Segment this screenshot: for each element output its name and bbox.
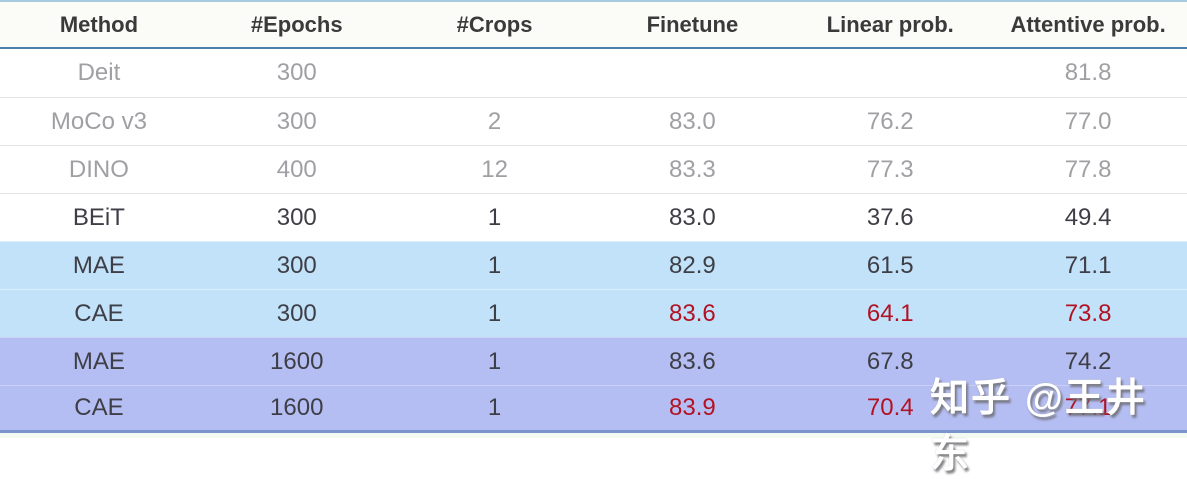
table-row: MAE 1600 1 83.6 67.8 74.2 [0, 337, 1187, 385]
table-cell: 77.1 [1064, 394, 1112, 421]
table-cell: 77.0 [1064, 107, 1112, 135]
table-cell [791, 49, 989, 97]
table-cell: 1600 [270, 347, 324, 375]
watermark: 知乎 @王井东 [930, 377, 1147, 476]
table-cell: 83.6 [669, 347, 716, 375]
column-header: Attentive prob. [1010, 11, 1166, 37]
table-cell: 300 [276, 251, 317, 279]
table-cell: 300 [276, 59, 317, 86]
table-row: MoCo v3 300 2 83.0 76.2 77.0 [0, 97, 1187, 145]
table-cell: 83.3 [669, 155, 716, 183]
table-cell [396, 49, 594, 97]
table-cell: 67.8 [866, 347, 914, 375]
table-cell: 1 [487, 347, 502, 375]
table-cell: 1 [487, 299, 502, 327]
table-cell: 300 [276, 203, 317, 231]
results-table: Method #Epochs #Crops Finetune Linear prob. A… [0, 0, 1187, 433]
column-header: Linear prob. [826, 11, 954, 37]
column-header: #Crops [456, 11, 533, 37]
table-cell: 300 [276, 299, 317, 327]
table-cell: 83.0 [669, 107, 716, 135]
table-cell: 76.2 [866, 107, 914, 135]
table-cell: 82.9 [669, 251, 716, 279]
table-cell: 1 [487, 203, 502, 231]
table-cell: 61.5 [866, 251, 914, 279]
table-cell: 49.4 [1064, 203, 1112, 231]
table-cell: 71.1 [1064, 251, 1112, 279]
table-cell: MoCo v3 [50, 107, 147, 135]
table-cell: 74.2 [1064, 347, 1112, 375]
table-cell: 73.8 [1064, 299, 1112, 327]
table-cell: 12 [481, 155, 508, 183]
table-cell: 77.8 [1064, 155, 1112, 183]
table-cell: 1 [487, 251, 502, 279]
table-cell: DINO [68, 155, 129, 183]
table-cell: 37.6 [866, 203, 914, 231]
table-cell: 83.6 [669, 299, 716, 327]
table-cell: Deit [77, 59, 121, 86]
table-cell: 300 [276, 107, 317, 135]
table-cell: 83.9 [669, 394, 716, 421]
table-cell: 2 [487, 107, 502, 135]
table-body: Deit 300 81.8 MoCo v3 300 2 83.0 76.2 77.0 DINO 40… [0, 49, 1187, 433]
table-row: Deit 300 81.8 [0, 49, 1187, 97]
table-header-row: Method #Epochs #Crops Finetune Linear prob. A… [0, 2, 1187, 49]
table-cell: 83.0 [669, 203, 716, 231]
table-cell: 81.8 [1064, 59, 1112, 86]
table-cell: CAE [74, 299, 124, 327]
table-cell: CAE [74, 394, 124, 421]
table-row: CAE 1600 1 83.9 70.4 77.1 [0, 385, 1187, 433]
table-cell: 64.1 [866, 299, 914, 327]
table-row: MAE 300 1 82.9 61.5 71.1 [0, 241, 1187, 289]
table-cell: 1600 [270, 394, 324, 421]
table-row: CAE 300 1 83.6 64.1 73.8 [0, 289, 1187, 337]
table-cell: BEiT [72, 203, 125, 231]
table-cell [593, 49, 791, 97]
column-header: #Epochs [250, 11, 343, 37]
table-cell: 77.3 [866, 155, 914, 183]
column-header: Method [59, 11, 139, 37]
table-cell: MAE [72, 347, 125, 375]
table-cell: 400 [276, 155, 317, 183]
table-cell: MAE [72, 251, 125, 279]
table-row: BEiT 300 1 83.0 37.6 49.4 [0, 193, 1187, 241]
table-cell: 1 [487, 394, 502, 421]
table-row: DINO 400 12 83.3 77.3 77.8 [0, 145, 1187, 193]
table-cell: 70.4 [866, 394, 914, 421]
column-header: Finetune [646, 11, 739, 37]
